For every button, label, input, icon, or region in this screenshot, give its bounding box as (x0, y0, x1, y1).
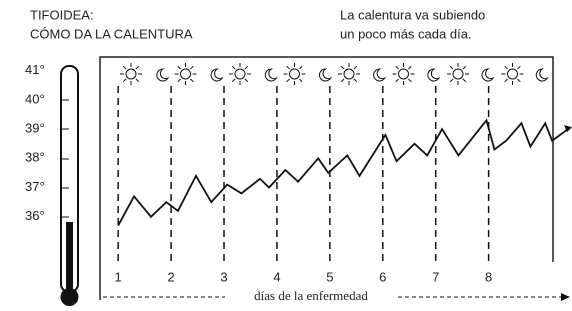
sun-icon (175, 63, 197, 85)
x-tick-label: 1 (115, 269, 122, 284)
x-tick-label: 6 (379, 269, 386, 284)
thermometer (61, 66, 79, 306)
sun-icon (338, 63, 360, 85)
sun-icon (229, 63, 251, 85)
moon-icon (428, 69, 439, 81)
moon-icon (482, 69, 493, 81)
sun-icon (284, 63, 306, 85)
chart-title: CÓMO DA LA CALENTURA (30, 26, 193, 41)
sun-icon (447, 63, 469, 85)
annotation: un poco más cada día. (340, 26, 472, 41)
y-tick-label: 37° (25, 179, 45, 194)
x-tick-label: 4 (273, 269, 280, 284)
y-tick-label: 38° (25, 150, 45, 165)
x-tick-label: 3 (220, 269, 227, 284)
x-tick-label: 8 (485, 269, 492, 284)
x-tick-label: 7 (432, 269, 439, 284)
sun-icon (502, 63, 524, 85)
moon-icon (265, 69, 276, 81)
chart: TIFOIDEA: CÓMO DA LA CALENTURA La calent… (0, 0, 572, 311)
axis-arrow (561, 293, 570, 301)
frame (100, 57, 553, 300)
line (118, 120, 568, 225)
moon-icon (374, 69, 385, 81)
sun-icon (393, 63, 415, 85)
chart-title: TIFOIDEA: (30, 7, 94, 22)
sun-icon (120, 63, 142, 85)
moon-icon (157, 69, 168, 81)
annotation: La calentura va subiendo (340, 7, 485, 22)
x-tick-label: 2 (167, 269, 174, 284)
x-axis-label: días de la enfermedad (254, 288, 368, 303)
x-tick-label: 5 (326, 269, 333, 284)
moon-icon (211, 69, 222, 81)
moon-icon (536, 69, 547, 81)
moon-icon (319, 69, 330, 81)
y-tick-label: 40° (25, 91, 45, 106)
y-tick-label: 41° (25, 62, 45, 77)
y-tick-label: 39° (25, 121, 45, 136)
y-tick-label: 36° (25, 208, 45, 223)
